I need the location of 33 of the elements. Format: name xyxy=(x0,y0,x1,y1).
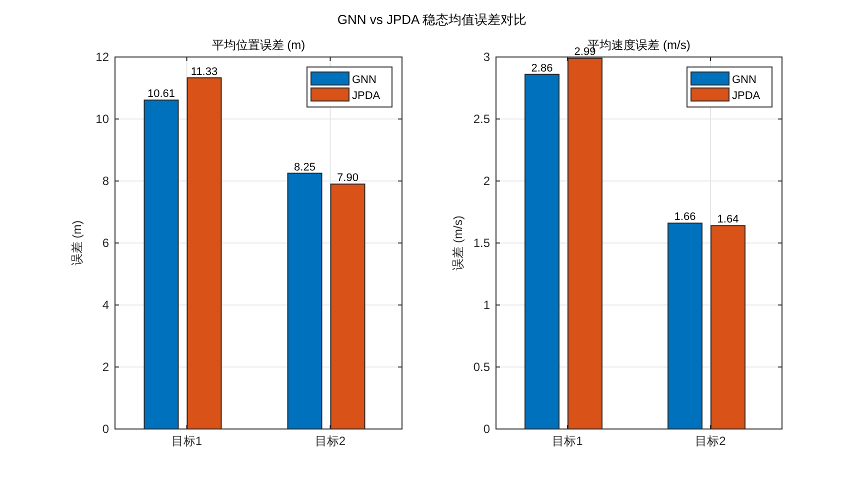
y-tick-label: 3 xyxy=(483,50,490,64)
y-tick-label: 0 xyxy=(483,422,490,436)
y-tick-label: 12 xyxy=(96,50,110,64)
legend-label: JPDA xyxy=(352,90,381,102)
legend-label: JPDA xyxy=(732,90,761,102)
data-label: 1.64 xyxy=(717,214,739,226)
x-tick-label: 目标2 xyxy=(695,434,726,448)
y-tick-label: 10 xyxy=(96,112,110,126)
chart-title: 平均位置误差 (m) xyxy=(212,38,306,52)
y-tick-label: 1.5 xyxy=(473,236,490,250)
legend-label: GNN xyxy=(732,74,756,86)
data-label: 8.25 xyxy=(294,161,316,174)
data-label: 1.66 xyxy=(674,211,696,224)
y-tick-label: 0 xyxy=(102,422,110,436)
x-tick-label: 目标2 xyxy=(314,434,346,448)
y-tick-label: 2.5 xyxy=(473,112,490,126)
y-tick-label: 1 xyxy=(483,298,490,312)
x-tick-label: 目标1 xyxy=(171,434,202,448)
data-label: 2.86 xyxy=(531,62,553,74)
y-tick-label: 6 xyxy=(102,236,110,250)
y-tick-label: 2 xyxy=(102,360,110,374)
data-label: 7.90 xyxy=(337,172,358,184)
y-tick-label: 8 xyxy=(102,174,110,188)
text: GNN vs JPDA 稳态均值误差对比 xyxy=(337,12,527,27)
y-tick-label: 0.5 xyxy=(473,360,490,374)
y-tick-label: 4 xyxy=(102,298,110,312)
legend-label: GNN xyxy=(352,74,376,86)
y-tick-label: 2 xyxy=(483,174,490,188)
data-label: 10.61 xyxy=(147,88,176,100)
data-label: 11.33 xyxy=(190,66,218,78)
y-axis-title: 误差 (m) xyxy=(70,220,84,266)
x-tick-label: 目标1 xyxy=(552,434,584,448)
y-axis-title: 误差 (m/s) xyxy=(451,216,465,270)
